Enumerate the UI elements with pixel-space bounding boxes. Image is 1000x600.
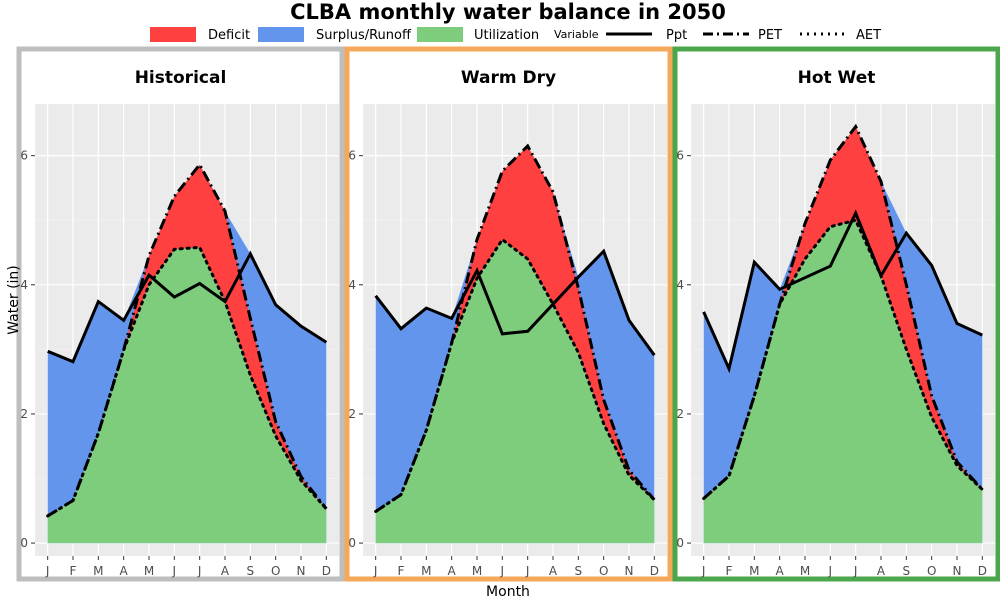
x-tick-label: J xyxy=(853,564,858,578)
y-tick-label: 6 xyxy=(20,149,28,163)
ppt-line xyxy=(702,209,983,374)
deficit-area xyxy=(375,145,655,512)
utilization-area xyxy=(47,247,327,544)
legend-variable-title: Variable xyxy=(554,28,599,41)
legend-label-aet: AET xyxy=(856,28,881,43)
legend-swatch-surplus xyxy=(258,27,304,42)
x-tick-label: D xyxy=(322,564,331,578)
deficit-area xyxy=(703,126,983,499)
x-tick-label: O xyxy=(927,564,936,578)
y-tick-label: 0 xyxy=(676,536,684,550)
aet-line xyxy=(702,218,984,501)
x-tick-label: A xyxy=(877,564,886,578)
x-tick-label: J xyxy=(373,564,378,578)
x-tick-label: A xyxy=(776,564,785,578)
legend-swatch-deficit xyxy=(150,27,196,42)
x-axis-label: Month xyxy=(486,584,530,600)
x-tick-label: F xyxy=(70,564,77,578)
x-tick-label: S xyxy=(575,564,583,578)
chart-title: CLBA monthly water balance in 2050 xyxy=(290,0,726,24)
x-tick-label: J xyxy=(701,564,706,578)
aet-line xyxy=(374,237,656,513)
panel-2: Hot Wet 0 2 4 6 J F M A M J J A S O N D xyxy=(672,46,1000,582)
panel-1: Warm Dry 0 2 4 6 J F M A M J J A S O N D xyxy=(344,46,673,582)
y-tick-label: 0 xyxy=(20,536,28,550)
legend-label-ppt: Ppt xyxy=(666,28,687,43)
x-tick-label: J xyxy=(525,564,530,578)
panel-title: Historical xyxy=(135,68,227,88)
pet-line xyxy=(374,143,656,513)
y-tick-label: 0 xyxy=(348,536,356,550)
x-tick-label: J xyxy=(45,564,50,578)
x-tick-label: N xyxy=(297,564,306,578)
y-tick-label: 4 xyxy=(676,278,684,292)
x-tick-label: M xyxy=(800,564,810,578)
y-tick-label: 4 xyxy=(348,278,356,292)
x-tick-label: F xyxy=(726,564,733,578)
panel-0: Historical 0 2 4 6 J F M A M J J A S O N D xyxy=(16,46,345,582)
x-tick-label: A xyxy=(120,564,129,578)
y-tick-label: 2 xyxy=(676,407,684,421)
x-tick-label: O xyxy=(599,564,608,578)
x-tick-label: A xyxy=(549,564,558,578)
panel-title: Warm Dry xyxy=(461,68,556,88)
x-tick-label: N xyxy=(953,564,962,578)
y-tick-label: 6 xyxy=(348,149,356,163)
x-tick-label: A xyxy=(448,564,457,578)
x-tick-label: M xyxy=(144,564,154,578)
panel-title: Hot Wet xyxy=(798,68,876,88)
x-tick-label: J xyxy=(197,564,202,578)
y-tick-label: 6 xyxy=(676,149,684,163)
x-tick-label: J xyxy=(500,564,505,578)
x-tick-label: M xyxy=(421,564,431,578)
legend-label-utilization: Utilization xyxy=(474,28,539,43)
legend-label-deficit: Deficit xyxy=(208,28,250,43)
x-tick-label: M xyxy=(93,564,103,578)
x-tick-label: M xyxy=(472,564,482,578)
y-axis-label: Water (in) xyxy=(6,265,22,335)
x-tick-label: N xyxy=(625,564,634,578)
x-tick-label: D xyxy=(978,564,987,578)
x-tick-label: J xyxy=(828,564,833,578)
legend-swatch-utilization xyxy=(417,27,463,42)
utilization-area xyxy=(703,220,983,544)
legend-label-pet: PET xyxy=(758,28,782,43)
x-tick-label: M xyxy=(749,564,759,578)
panels: Historical 0 2 4 6 J F M A M J J A S O N D Warm Dry 0 2 4 6 J F… xyxy=(16,46,1000,582)
x-tick-label: J xyxy=(172,564,177,578)
y-tick-label: 2 xyxy=(348,407,356,421)
pet-line xyxy=(702,123,984,500)
legend-label-surplus: Surplus/Runoff xyxy=(316,28,412,43)
y-tick-label: 4 xyxy=(20,278,28,292)
x-tick-label: S xyxy=(247,564,255,578)
ppt-line xyxy=(47,250,328,364)
utilization-area xyxy=(375,239,655,544)
ppt-line xyxy=(374,248,656,357)
y-tick-label: 2 xyxy=(20,407,28,421)
x-tick-label: A xyxy=(221,564,230,578)
deficit-area xyxy=(47,164,327,516)
x-tick-label: D xyxy=(650,564,659,578)
pet-line xyxy=(46,161,328,518)
x-tick-label: F xyxy=(398,564,405,578)
x-tick-label: S xyxy=(903,564,911,578)
x-tick-label: O xyxy=(271,564,280,578)
legend: Deficit Surplus/Runoff Utilization Varia… xyxy=(150,27,881,43)
